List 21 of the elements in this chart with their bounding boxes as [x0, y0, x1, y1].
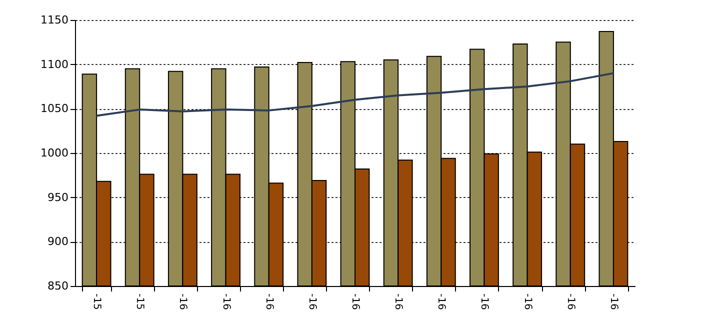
- y-tick-label: 1150: [40, 14, 68, 26]
- x-tick-label: -16: [177, 294, 188, 310]
- x-tick-label: -16: [350, 294, 360, 310]
- x-tick-label: -16: [436, 294, 447, 310]
- y-tick-label: 1050: [40, 102, 68, 116]
- x-tick-label: -16: [306, 294, 318, 310]
- x-tick-label: -15: [134, 294, 146, 310]
- x-tick-label: -16: [392, 294, 404, 310]
- x-tick-label: -16: [522, 294, 533, 310]
- x-tick-label: -16: [478, 294, 490, 310]
- y-tick-label: 1000: [40, 146, 68, 160]
- y-tick-label: 850: [48, 280, 68, 292]
- x-tick-label: -16: [608, 294, 619, 310]
- y-tick-label: 950: [48, 190, 68, 204]
- x-tick-label: -16: [263, 294, 274, 310]
- y-tick-label: 1100: [40, 58, 68, 71]
- line-series: [96, 72, 614, 117]
- x-tick-label: -15: [91, 294, 102, 310]
- y-tick-label: 900: [48, 235, 68, 248]
- x-tick-label: -16: [220, 294, 232, 310]
- x-tick-label: -16: [564, 294, 576, 310]
